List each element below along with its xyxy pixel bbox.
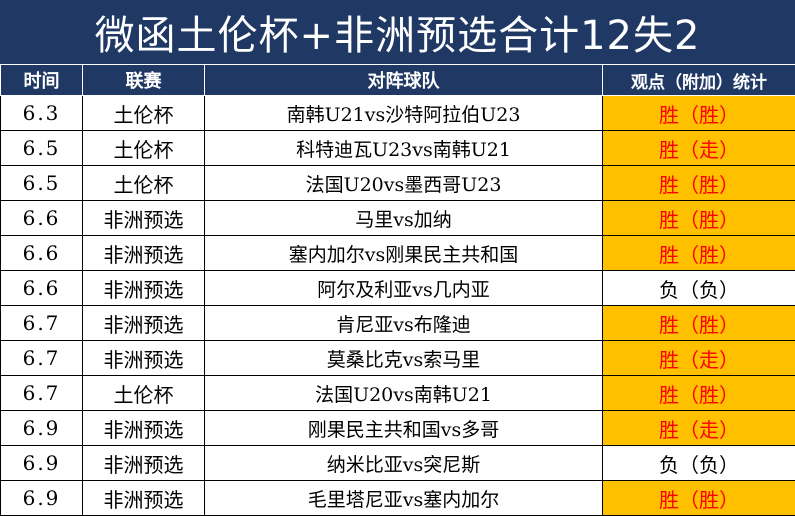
- league-cell: 非洲预选: [83, 446, 205, 481]
- date-cell: 6.9: [1, 481, 83, 516]
- header-date: 时间: [1, 65, 83, 96]
- date-cell: 6.7: [1, 341, 83, 376]
- result-cell: 胜（胜）: [603, 481, 795, 516]
- league-cell: 非洲预选: [83, 411, 205, 446]
- result-cell: 胜（胜）: [603, 376, 795, 411]
- result-cell: 负（负）: [603, 446, 795, 481]
- date-cell: 6.3: [1, 96, 83, 131]
- match-cell: 刚果民主共和国vs多哥: [205, 411, 603, 446]
- match-cell: 纳米比亚vs突尼斯: [205, 446, 603, 481]
- date-cell: 6.5: [1, 166, 83, 201]
- header-row: 时间 联赛 对阵球队 观点（附加）统计: [1, 65, 795, 96]
- result-cell: 胜（胜）: [603, 201, 795, 236]
- date-cell: 6.9: [1, 411, 83, 446]
- league-cell: 土伦杯: [83, 96, 205, 131]
- match-cell: 肯尼亚vs布隆迪: [205, 306, 603, 341]
- header-league: 联赛: [83, 65, 205, 96]
- header-result: 观点（附加）统计: [603, 65, 795, 96]
- match-cell: 阿尔及利亚vs几内亚: [205, 271, 603, 306]
- match-cell: 科特迪瓦U23vs南韩U21: [205, 131, 603, 166]
- match-cell: 法国U20vs南韩U21: [205, 376, 603, 411]
- league-cell: 土伦杯: [83, 376, 205, 411]
- result-cell: 胜（走）: [603, 341, 795, 376]
- league-cell: 土伦杯: [83, 131, 205, 166]
- date-cell: 6.6: [1, 201, 83, 236]
- match-cell: 莫桑比克vs索马里: [205, 341, 603, 376]
- result-cell: 胜（胜）: [603, 306, 795, 341]
- match-cell: 塞内加尔vs刚果民主共和国: [205, 236, 603, 271]
- date-cell: 6.6: [1, 236, 83, 271]
- date-cell: 6.5: [1, 131, 83, 166]
- table-header: 时间 联赛 对阵球队 观点（附加）统计: [1, 65, 795, 96]
- match-cell: 南韩U21vs沙特阿拉伯U23: [205, 96, 603, 131]
- date-cell: 6.7: [1, 376, 83, 411]
- league-cell: 非洲预选: [83, 341, 205, 376]
- league-cell: 非洲预选: [83, 306, 205, 341]
- result-cell: 胜（胜）: [603, 236, 795, 271]
- league-cell: 非洲预选: [83, 236, 205, 271]
- date-cell: 6.9: [1, 446, 83, 481]
- result-cell: 负（负）: [603, 271, 795, 306]
- result-cell: 胜（胜）: [603, 166, 795, 201]
- match-cell: 马里vs加纳: [205, 201, 603, 236]
- header-match: 对阵球队: [205, 65, 603, 96]
- league-cell: 非洲预选: [83, 481, 205, 516]
- league-cell: 非洲预选: [83, 271, 205, 306]
- date-cell: 6.6: [1, 271, 83, 306]
- result-cell: 胜（走）: [603, 131, 795, 166]
- sheet-title: 微函土伦杯+非洲预选合计12失2: [0, 0, 795, 64]
- league-cell: 土伦杯: [83, 166, 205, 201]
- league-cell: 非洲预选: [83, 201, 205, 236]
- match-cell: 法国U20vs墨西哥U23: [205, 166, 603, 201]
- date-cell: 6.7: [1, 306, 83, 341]
- result-cell: 胜（走）: [603, 411, 795, 446]
- match-cell: 毛里塔尼亚vs塞内加尔: [205, 481, 603, 516]
- result-cell: 胜（胜）: [603, 96, 795, 131]
